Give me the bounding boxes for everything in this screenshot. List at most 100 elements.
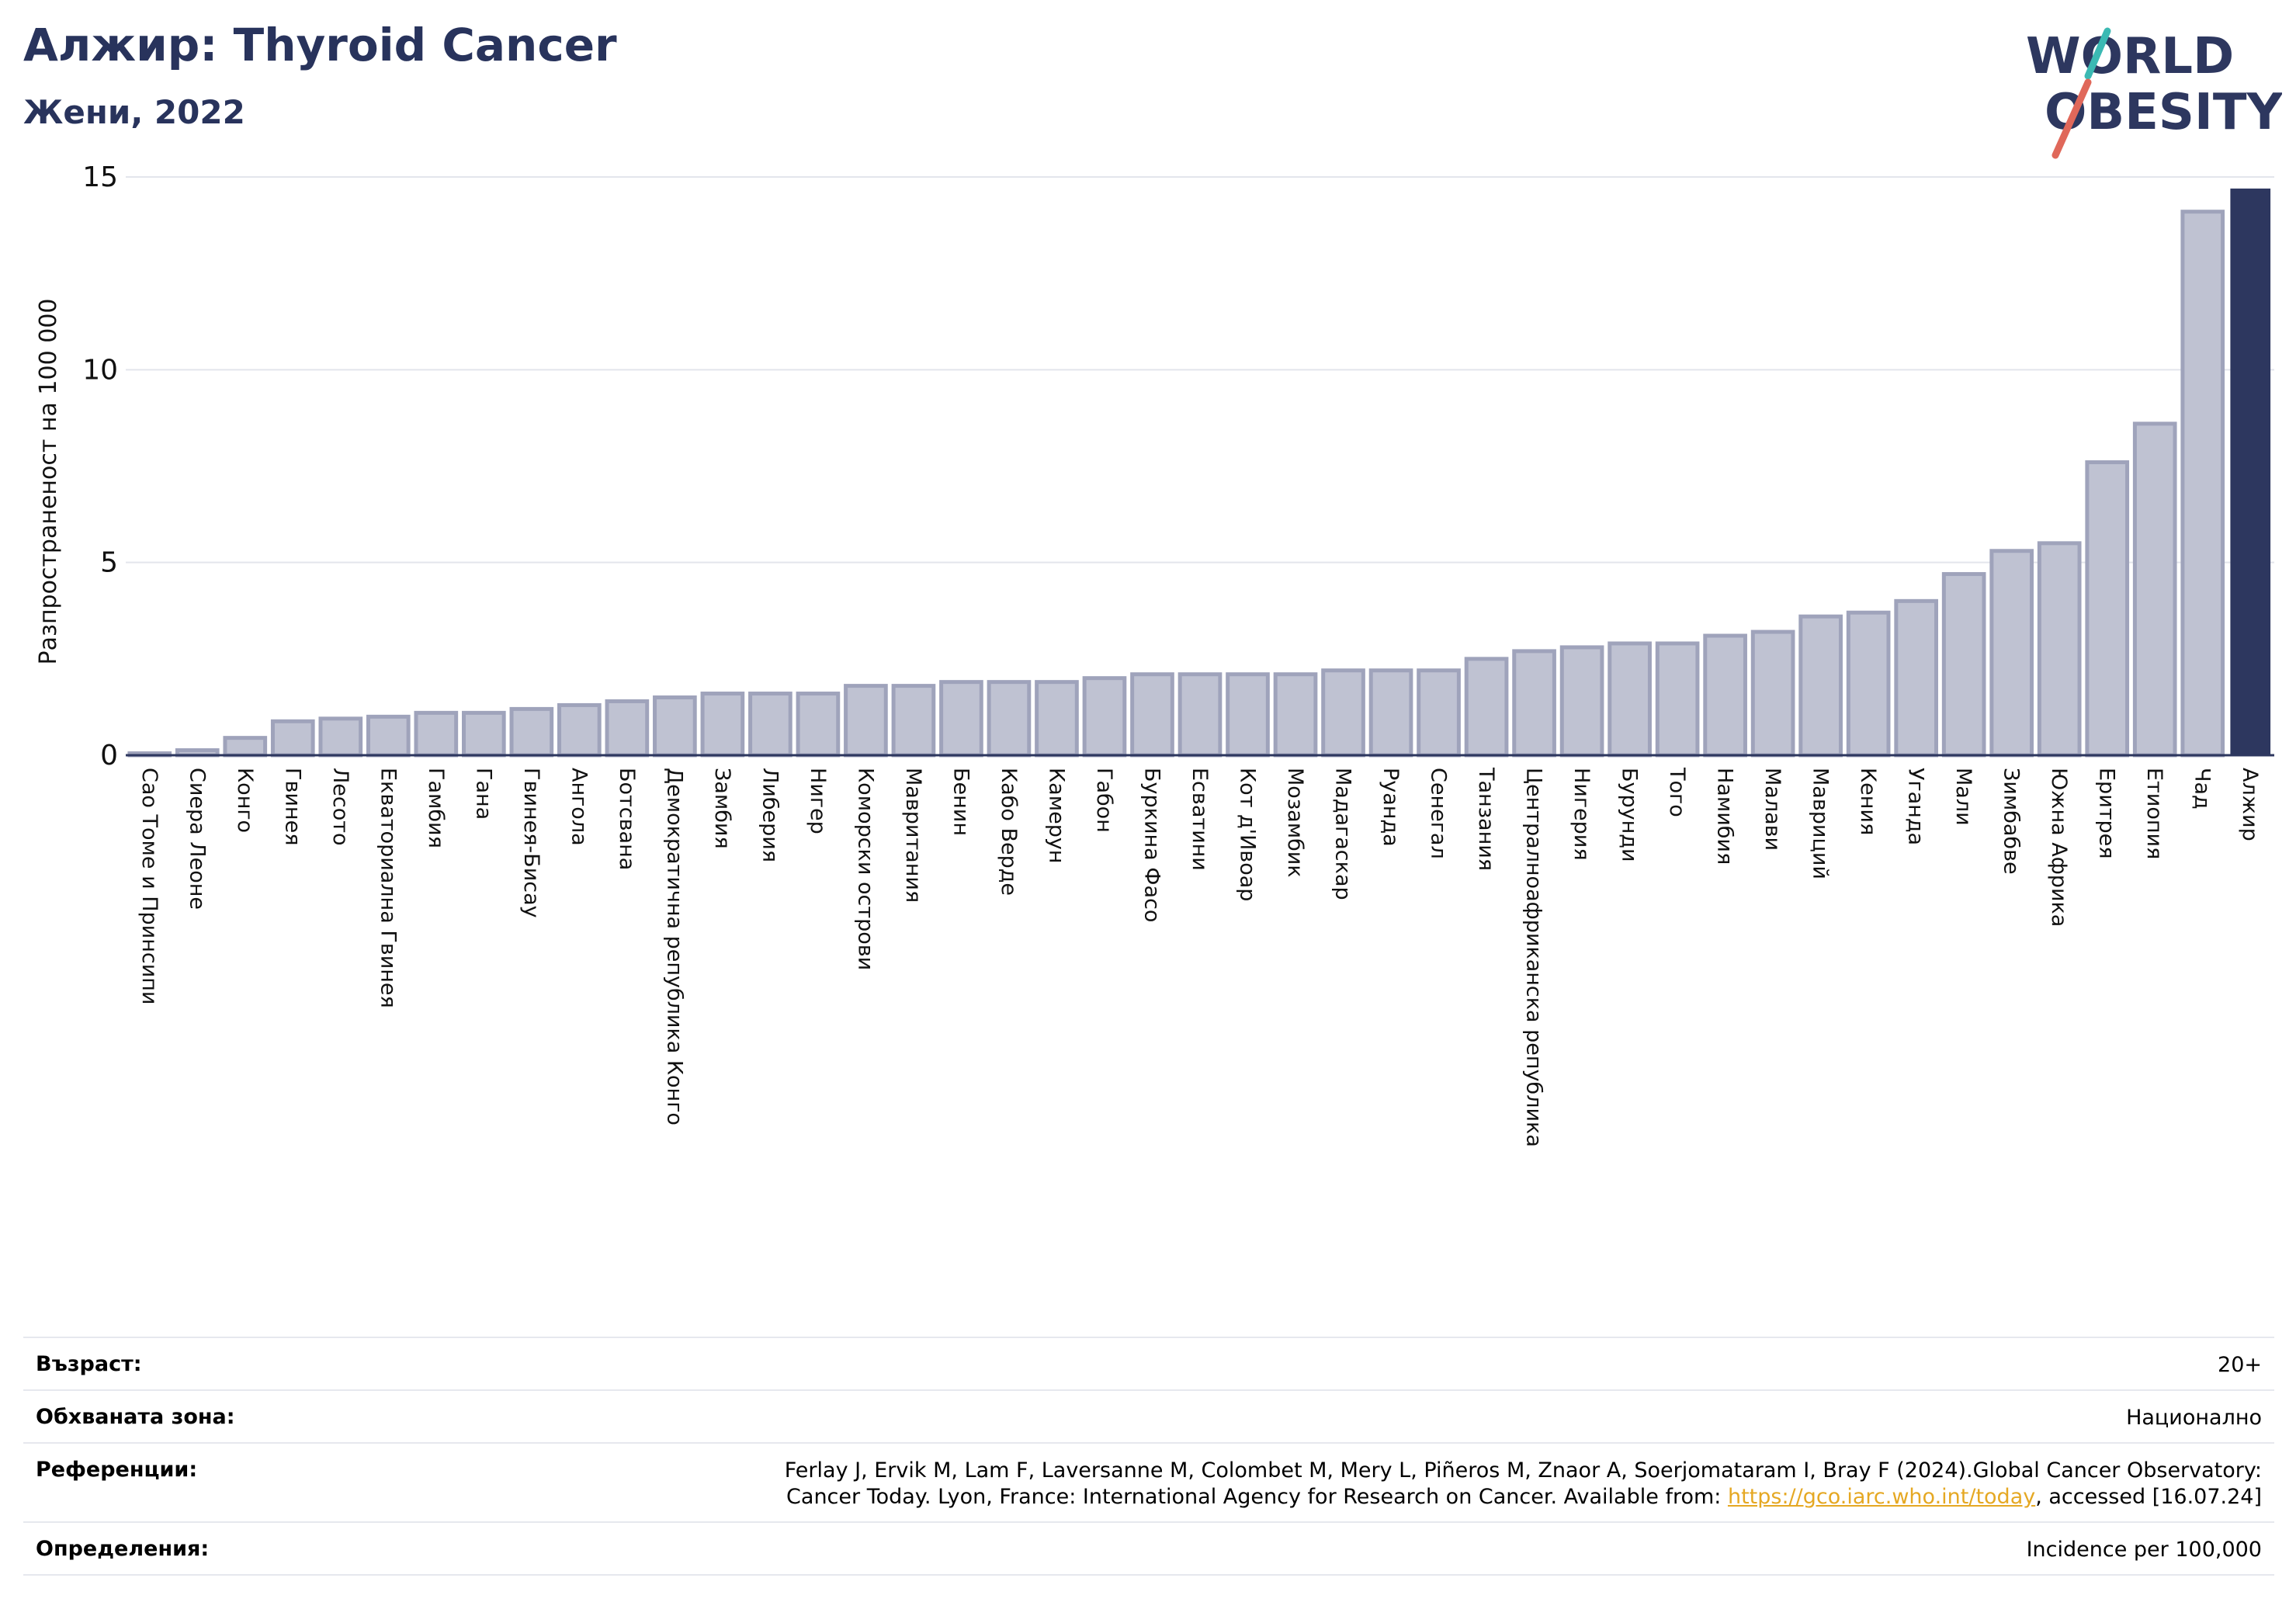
x-tick-label: Гамбия xyxy=(424,768,448,848)
bar xyxy=(223,736,268,758)
references-line-2-start: Cancer Today. Lyon, France: Internationa… xyxy=(786,1485,1728,1509)
x-tick-label: Габон xyxy=(1092,768,1116,833)
metadata-table: Възраст: 20+ Обхваната зона: Национално … xyxy=(23,1337,2274,1576)
bar xyxy=(1750,629,1795,758)
bar xyxy=(2180,210,2225,758)
bar xyxy=(414,710,459,758)
meta-row-references: Референции: Ferlay J, Ervik M, Lam F, La… xyxy=(23,1442,2274,1521)
x-tick-label: Малави xyxy=(1760,768,1784,851)
x-tick-label: Замбия xyxy=(710,768,734,849)
bar xyxy=(605,699,650,758)
age-label: Възраст: xyxy=(36,1352,142,1376)
bar xyxy=(509,706,554,758)
x-tick-label: Камерун xyxy=(1044,768,1068,863)
meta-row-definitions: Определения: Incidence per 100,000 xyxy=(23,1521,2274,1576)
x-tick-label: Бенин xyxy=(949,768,973,836)
logo-slash-teal xyxy=(2084,27,2111,80)
x-tick-label: Кения xyxy=(1856,768,1880,835)
x-tick-label: Мавриций xyxy=(1809,768,1833,879)
bar xyxy=(318,716,363,758)
bar xyxy=(1655,641,1700,758)
bar xyxy=(1894,598,1939,758)
x-tick-label: Мозамбик xyxy=(1283,768,1307,878)
x-tick-label: Кабо Верде xyxy=(997,768,1021,896)
x-tick-label: Есватини xyxy=(1188,768,1212,871)
bar xyxy=(1559,645,1604,758)
bar xyxy=(1703,633,1747,758)
x-tick-label: Либерия xyxy=(758,768,782,862)
x-tick-label: Нигер xyxy=(806,768,830,834)
x-tick-label: Кот д'Ивоар xyxy=(1236,768,1260,901)
x-tick-label: Гана xyxy=(471,768,495,820)
chart-subtitle: Жени, 2022 xyxy=(23,93,245,131)
x-tick-label: Централноафриканска република xyxy=(1522,768,1546,1147)
x-tick-label: Чад xyxy=(2190,768,2214,810)
area-label: Обхваната зона: xyxy=(36,1405,235,1429)
x-tick-label: Сиера Леоне xyxy=(185,768,209,910)
y-tick-label: 10 xyxy=(82,354,118,386)
bar xyxy=(1846,610,1891,758)
references-value: Ferlay J, Ervik M, Lam F, Laversanne M, … xyxy=(785,1455,2262,1510)
bar xyxy=(844,684,888,758)
bar xyxy=(1798,614,1843,758)
bar xyxy=(2230,188,2271,755)
x-tick-label: Зимбабве xyxy=(1999,768,2024,875)
bar xyxy=(1512,649,1556,758)
bar xyxy=(1321,668,1365,758)
bar xyxy=(653,695,697,758)
meta-row-area: Обхваната зона: Национално xyxy=(23,1389,2274,1442)
bar xyxy=(1226,672,1270,758)
x-tick-label: Того xyxy=(1665,767,1689,817)
x-tick-label: Нигерия xyxy=(1569,768,1594,861)
x-tick-label: Уганда xyxy=(1904,768,1928,845)
x-tick-label: Сао Томе и Принсипи xyxy=(137,768,161,1004)
bar-chart: 0 5 10 15 Разпространеност на 100 000 Сао Том… xyxy=(35,161,2274,1147)
definitions-label: Определения: xyxy=(36,1537,210,1561)
references-line-2-end: , accessed [16.07.24] xyxy=(2035,1485,2262,1509)
bar xyxy=(2037,541,2082,758)
x-tick-label: Ботсвана xyxy=(615,768,639,870)
bar xyxy=(2132,421,2177,758)
chart-title: Алжир: Thyroid Cancer xyxy=(23,19,617,71)
x-tick-label: Танзания xyxy=(1474,767,1498,871)
references-link[interactable]: https://gco.iarc.who.int/today xyxy=(1727,1485,2036,1509)
x-tick-label: Сенегал xyxy=(1427,768,1451,859)
bar xyxy=(461,710,506,758)
y-tick-label: 5 xyxy=(100,547,118,579)
bar xyxy=(270,719,315,758)
x-tick-label: Гвинея xyxy=(280,768,304,845)
bar xyxy=(1368,668,1413,758)
x-tick-label: Намибия xyxy=(1713,768,1737,865)
area-value: Национално xyxy=(2126,1406,2262,1430)
bar xyxy=(1082,676,1127,758)
y-axis-label: Разпространеност на 100 000 xyxy=(35,299,62,665)
bar xyxy=(796,692,841,758)
x-tick-label: Етиопия xyxy=(2142,768,2166,859)
x-tick-label: Южна Африка xyxy=(2047,768,2071,927)
x-tick-label: Мали xyxy=(1951,768,1975,826)
bar xyxy=(2085,460,2130,758)
definitions-value: Incidence per 100,000 xyxy=(2026,1538,2262,1562)
bar xyxy=(1464,657,1509,758)
references-label: Референции: xyxy=(36,1458,198,1482)
bar xyxy=(1177,672,1223,758)
x-tick-label: Демократична република Конго xyxy=(662,768,686,1125)
bar xyxy=(1130,672,1174,758)
bar xyxy=(557,702,602,758)
x-tick-label: Лесото xyxy=(328,768,352,846)
y-tick-label: 0 xyxy=(100,740,118,772)
references-line-1: Ferlay J, Ervik M, Lam F, Laversanne M, … xyxy=(784,1458,2262,1483)
meta-row-age: Възраст: 20+ xyxy=(23,1337,2274,1389)
x-tick-label: Мавритания xyxy=(901,768,925,903)
y-tick-label: 15 xyxy=(82,161,118,193)
bar xyxy=(1035,680,1079,758)
world-obesity-logo: WORLD OBESITY xyxy=(2026,27,2282,159)
bar xyxy=(748,692,793,758)
x-tick-label: Буркина Фасо xyxy=(1139,768,1164,922)
bar xyxy=(1941,572,1986,758)
bar xyxy=(1273,672,1318,758)
logo-slash-red xyxy=(2051,78,2092,159)
x-tick-label: Алжир xyxy=(2238,768,2262,841)
age-value: 20+ xyxy=(2218,1353,2262,1377)
bar xyxy=(1608,641,1652,758)
